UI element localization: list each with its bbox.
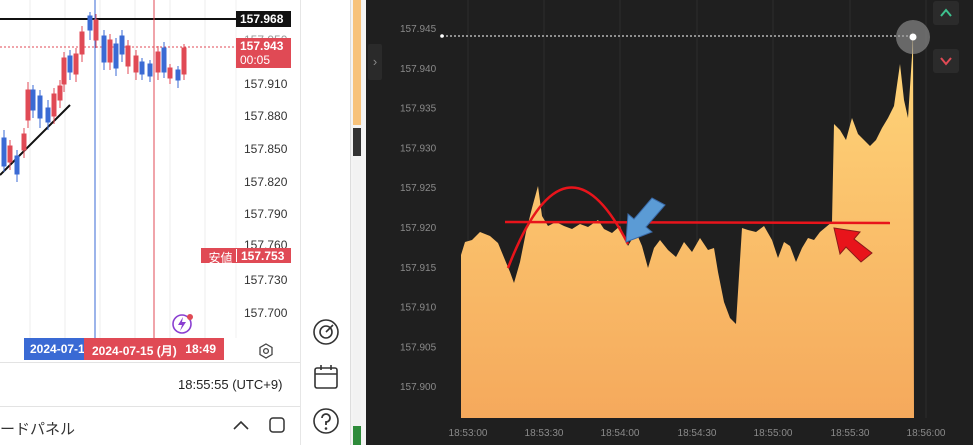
settings-icon[interactable] [258,343,274,359]
candles [1,12,187,182]
chevron-down-icon [940,57,952,66]
price-tick: 157.700 [244,306,288,320]
target-icon[interactable] [312,318,340,346]
side-indicator [353,426,361,445]
side-indicator [353,0,361,125]
current-price-tag: 157.943 00:05 [236,38,291,68]
candle-countdown: 00:05 [240,53,271,67]
low-price: 157.753 [241,249,285,263]
candlestick-panel: 157.950 157.910 157.880 157.850 157.820 … [0,0,300,445]
y-tick-label: 157.945 [400,24,437,35]
price-tick: 157.910 [244,77,288,91]
bottom-panel-title: ードパネル [0,421,76,438]
calendar-icon[interactable] [312,363,340,391]
price-tick: 157.880 [244,109,288,123]
y-tick-label: 157.940 [400,64,437,75]
clock: 18:55:55 (UTC+9) [178,377,283,392]
x-tick-label: 18:54:30 [678,428,717,439]
divider [0,362,300,363]
line-start-dot [440,34,444,38]
y-tick-label: 157.915 [400,263,437,274]
y-tick-label: 157.925 [400,183,437,194]
collapse-panel-button[interactable]: › [368,44,382,80]
x-tick-label: 18:54:00 [601,428,640,439]
high-price-tag: 157.968 [236,11,291,27]
scroll-down-button[interactable] [933,49,959,73]
price-area [461,30,914,418]
arc-annotation [506,186,630,269]
crosshair-date: 2024-07-15 (月) [92,344,177,358]
low-label: 安値 [205,249,237,265]
y-tick-label: 157.935 [400,104,437,115]
price-tick: 157.730 [244,273,288,287]
candlestick-chart[interactable] [0,0,300,338]
help-icon[interactable] [312,407,340,435]
x-tick-label: 18:53:30 [525,428,564,439]
time-axis-labels: 2024-07-1 2024-07-15 (月) 18:49 [24,338,224,360]
current-price: 157.943 [240,39,284,53]
low-price-tag: 安値 157.753 [201,248,291,265]
price-tick: 157.790 [244,207,288,221]
support-line [504,220,891,225]
scroll-up-button[interactable] [933,1,959,25]
y-tick-label: 157.910 [400,303,437,314]
x-tick-label: 18:56:00 [907,428,946,439]
price-tick: 157.850 [244,142,288,156]
divider [0,406,300,407]
crosshair-date-red: 2024-07-15 (月) 18:49 [84,338,224,360]
side-indicator [353,160,361,445]
y-axis: 157.945 157.940 157.935 157.930 157.925 157.9… [400,24,437,393]
price-tick: 157.820 [244,175,288,189]
y-tick-label: 157.905 [400,342,437,353]
blue-arrow [625,197,666,243]
chevron-up-icon [940,8,952,17]
y-tick-label: 157.920 [400,223,437,234]
red-arrow [833,227,873,263]
crosshair-date-blue: 2024-07-1 [24,338,84,360]
area-chart[interactable]: 157.945 157.940 157.935 157.930 157.925 157.9… [366,0,973,445]
side-indicator [353,128,361,156]
lightning-icon[interactable] [172,314,193,334]
y-tick-label: 157.900 [400,382,437,393]
crosshair-time: 18:49 [185,342,216,356]
current-price-dot [909,33,917,41]
chevron-up-icon[interactable] [232,418,250,432]
x-tick-label: 18:53:00 [449,428,488,439]
trend-line [0,104,71,176]
x-tick-label: 18:55:30 [831,428,870,439]
y-tick-label: 157.930 [400,143,437,154]
x-tick-label: 18:55:00 [754,428,793,439]
restore-window-icon[interactable] [268,416,286,434]
x-axis: 18:53:00 18:53:30 18:54:00 18:54:30 18:55:00… [449,428,946,439]
tool-strip [300,0,350,445]
